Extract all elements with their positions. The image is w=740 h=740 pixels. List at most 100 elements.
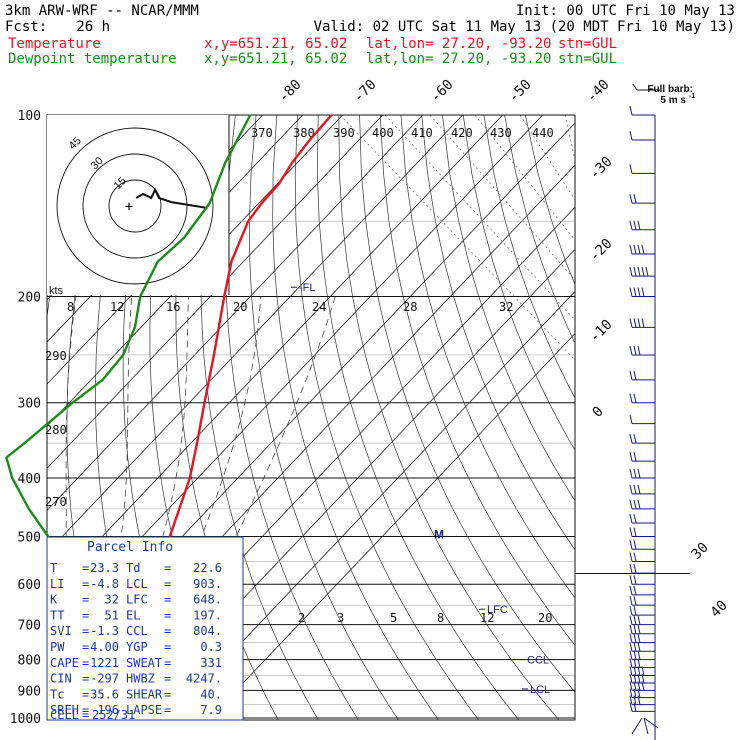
upper-scale-label: 16 — [166, 300, 180, 314]
wind-barb-flag — [637, 642, 641, 652]
theta-e-line — [474, 115, 575, 241]
parcel-value: 1221 — [90, 656, 119, 670]
dry-adiabat-line — [359, 115, 575, 693]
wind-barb-flag — [633, 318, 637, 328]
upper-scale-label: 12 — [110, 300, 124, 314]
wind-barb-flag — [629, 414, 633, 424]
upper-scale-label: 20 — [233, 300, 247, 314]
isotherm-label: -70 — [351, 77, 380, 106]
parcel-eq: = — [164, 608, 171, 622]
parcel-eq: = — [82, 561, 89, 575]
wind-barb-flag — [629, 433, 633, 444]
parcel-value: 35.6 — [90, 687, 119, 701]
parcel-info-box: Parcel Info CELL = 252/31 T = 23.3 Td = 22.6L… — [46, 536, 244, 722]
dry-adiabat-line — [483, 115, 575, 399]
parcel-value: -4.8 — [90, 577, 119, 591]
upper-scale-label: 8 — [67, 300, 74, 314]
wind-barb-flag — [633, 658, 637, 668]
moist-adiabat-line — [0, 297, 3, 719]
annotation-lfc: LFC — [487, 604, 508, 616]
cell-value: 252/31 — [92, 708, 135, 722]
theta-label: 390 — [333, 126, 355, 140]
wind-barb-flag — [629, 642, 633, 652]
wind-barb-flag — [629, 164, 633, 174]
parcel-eq: = — [82, 672, 89, 686]
theta-label: 380 — [293, 126, 315, 140]
parcel-eq: = — [82, 640, 89, 654]
init-time: Init: 00 UTC Fri 10 May 13 — [516, 3, 735, 19]
pressure-label-1000: 1000 — [10, 712, 41, 727]
hodograph-trace — [135, 187, 208, 209]
dew-station: stn=GUL — [558, 51, 617, 67]
fcst-hours: 26 h — [76, 19, 110, 35]
svg-text:=: = — [82, 708, 89, 722]
wind-barb-flag — [633, 244, 637, 255]
annotation-ccl: CCL — [527, 655, 549, 667]
upper-scale-label: 32 — [499, 300, 513, 314]
mixing-ratio-label: 2 — [298, 611, 305, 625]
parcel-key: EL — [126, 608, 140, 622]
hodograph-center: + — [125, 199, 133, 215]
wind-barb-flag — [633, 370, 637, 381]
parcel-eq: = — [164, 687, 171, 701]
mixing-ratio-label: 8 — [437, 611, 444, 625]
parcel-eq: = — [164, 672, 171, 686]
pressure-labels: 1000 900 800 700 600 500 400 300 200 100 — [10, 109, 41, 727]
parcel-eq: = — [82, 577, 89, 591]
wind-barb-flag — [633, 220, 637, 230]
dry-adiabat-line — [379, 115, 575, 646]
wind-barb-flag — [641, 318, 645, 328]
parcel-key: HWBZ — [126, 672, 155, 686]
upper-scale-label: 28 — [403, 300, 417, 314]
temp-xy: x,y=651.21, 65.02 — [204, 36, 347, 52]
dry-adiabat-line — [338, 115, 560, 720]
wind-barb-flag — [629, 345, 633, 356]
theta-label: 370 — [251, 126, 273, 140]
theta-e-line — [429, 115, 575, 281]
parcel-key: SVI — [50, 624, 72, 638]
wind-barb-flag — [629, 666, 633, 676]
parcel-key: YGP — [126, 640, 148, 654]
pressure-label-100: 100 — [18, 109, 41, 124]
wind-barb-flag — [629, 513, 633, 524]
barb-legend-title: Full barb: — [647, 84, 693, 95]
wind-barb-flag — [633, 605, 637, 616]
hodograph-ring — [82, 153, 188, 259]
dry-adiabat-line — [249, 115, 399, 720]
legend-temperature: Temperature — [8, 36, 101, 52]
parcel-eq: = — [82, 593, 89, 607]
wind-barb-flag — [633, 266, 637, 277]
wind-barb-flag — [637, 615, 641, 625]
parcel-value: 22.6 — [193, 561, 222, 575]
dry-adiabat-line — [200, 115, 319, 720]
barb-legend-exponent: -1 — [689, 93, 695, 100]
theta-left-label: 290 — [45, 349, 67, 363]
wind-barb-flag — [629, 633, 633, 643]
isotherm-label: -30 — [587, 154, 616, 183]
wind-barb-flag — [629, 287, 633, 297]
wind-barb-flag — [637, 695, 641, 705]
parcel-key: CCL — [126, 624, 148, 638]
wind-barb-flag — [633, 633, 637, 643]
dry-adiabat-line — [0, 115, 8, 731]
wind-barb-flag — [633, 433, 637, 444]
parcel-eq: = — [164, 656, 171, 670]
isotherm-label: -60 — [428, 77, 457, 106]
barb-legend-value: 5 m s — [660, 95, 686, 106]
upper-scale-label: 24 — [312, 300, 326, 314]
isotherm-label: -20 — [587, 236, 616, 265]
parcel-eq: = — [164, 577, 171, 591]
wind-barb-flag — [637, 318, 641, 328]
parcel-key: Td — [126, 561, 140, 575]
wind-barb-flag — [633, 540, 637, 550]
dry-adiabat-line — [316, 115, 520, 720]
dry-adiabat-line — [462, 115, 575, 451]
pressure-label-500: 500 — [18, 530, 41, 545]
isotherm-line — [47, 115, 383, 469]
parcel-key: SHEAR — [126, 687, 163, 701]
mixing-ratio-label: 3 — [337, 611, 344, 625]
parcel-value: 648. — [193, 593, 222, 607]
theta-label: 430 — [490, 126, 512, 140]
wind-barb-flag — [645, 266, 649, 277]
isotherm-line — [209, 332, 575, 719]
